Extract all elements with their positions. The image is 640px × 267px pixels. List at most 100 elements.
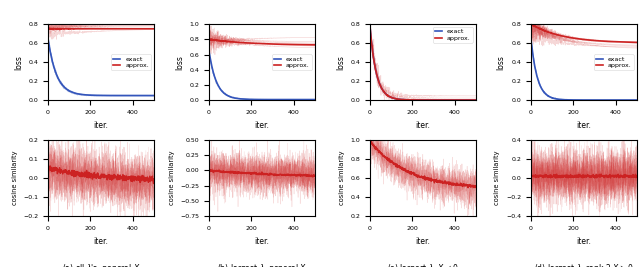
Legend: exact, approx.: exact, approx. (433, 27, 473, 43)
Legend: exact, approx.: exact, approx. (594, 54, 634, 70)
Text: (b) largest $\lambda$, general $X$: (b) largest $\lambda$, general $X$ (217, 262, 307, 267)
exact (255, 98, 263, 101)
Y-axis label: cosine similarity: cosine similarity (495, 151, 500, 205)
approx. (590, 39, 598, 42)
Y-axis label: loss: loss (336, 55, 345, 70)
approx. (150, 27, 157, 30)
exact (588, 99, 596, 102)
Line: approx.: approx. (370, 26, 476, 100)
approx. (577, 38, 585, 41)
exact (470, 99, 477, 102)
approx. (256, 42, 264, 45)
approx. (584, 38, 592, 42)
Legend: exact, approx.: exact, approx. (272, 54, 312, 70)
approx. (630, 41, 638, 44)
approx. (108, 27, 115, 30)
X-axis label: iter.: iter. (577, 121, 591, 129)
X-axis label: iter.: iter. (415, 121, 430, 129)
approx. (614, 40, 621, 44)
Line: exact: exact (370, 26, 476, 100)
Line: approx.: approx. (531, 24, 637, 42)
exact (590, 99, 598, 102)
Text: (c) largest $\lambda$, $X \prec 0$: (c) largest $\lambda$, $X \prec 0$ (387, 262, 459, 267)
approx. (527, 22, 535, 26)
exact (429, 99, 437, 102)
exact (614, 99, 621, 102)
approx. (292, 43, 300, 46)
exact (472, 99, 479, 102)
exact (577, 99, 585, 102)
X-axis label: iter.: iter. (577, 237, 591, 246)
Line: approx.: approx. (48, 28, 154, 29)
exact (102, 94, 109, 97)
Line: approx.: approx. (209, 39, 315, 45)
approx. (131, 27, 139, 30)
approx. (208, 38, 216, 41)
approx. (633, 41, 640, 44)
Y-axis label: cosine similarity: cosine similarity (169, 151, 175, 205)
exact (205, 49, 213, 53)
Y-axis label: loss: loss (14, 55, 23, 70)
approx. (262, 42, 270, 45)
approx. (424, 99, 431, 102)
X-axis label: iter.: iter. (255, 237, 269, 246)
exact (417, 99, 424, 102)
exact (95, 94, 102, 97)
exact (432, 99, 440, 102)
X-axis label: iter.: iter. (255, 121, 269, 129)
exact (292, 98, 300, 101)
approx. (421, 99, 429, 102)
approx. (95, 27, 103, 30)
exact (424, 99, 431, 102)
exact (148, 94, 156, 97)
Line: exact: exact (531, 39, 637, 100)
Y-axis label: loss: loss (175, 55, 184, 70)
exact (417, 99, 425, 102)
approx. (45, 27, 53, 30)
X-axis label: iter.: iter. (415, 237, 430, 246)
approx. (102, 27, 109, 30)
approx. (148, 27, 156, 30)
exact (366, 24, 374, 28)
approx. (95, 27, 102, 30)
approx. (417, 99, 425, 102)
exact (578, 99, 586, 102)
X-axis label: iter.: iter. (93, 121, 108, 129)
X-axis label: iter.: iter. (93, 237, 108, 246)
approx. (205, 38, 213, 41)
approx. (255, 42, 263, 45)
approx. (50, 28, 58, 31)
Y-axis label: cosine similarity: cosine similarity (339, 151, 345, 205)
exact (527, 37, 535, 40)
exact (150, 94, 157, 97)
Y-axis label: loss: loss (497, 55, 506, 70)
exact (256, 98, 264, 101)
exact (107, 94, 115, 97)
approx. (44, 27, 52, 30)
Y-axis label: cosine similarity: cosine similarity (12, 151, 17, 205)
exact (311, 98, 319, 101)
approx. (453, 99, 461, 102)
exact (95, 94, 103, 97)
exact (584, 99, 592, 102)
Line: exact: exact (209, 51, 315, 100)
Line: exact: exact (48, 38, 154, 96)
exact (280, 98, 287, 101)
exact (308, 98, 316, 101)
Text: (a) all $\lambda$'s, general $X$: (a) all $\lambda$'s, general $X$ (61, 262, 140, 267)
approx. (429, 99, 437, 102)
exact (268, 98, 276, 101)
approx. (308, 43, 316, 46)
approx. (268, 42, 276, 46)
approx. (470, 99, 477, 102)
approx. (578, 38, 586, 41)
Legend: exact, approx.: exact, approx. (111, 54, 151, 70)
exact (453, 99, 461, 102)
exact (131, 94, 139, 97)
exact (630, 99, 638, 102)
exact (44, 37, 52, 40)
exact (262, 98, 270, 101)
approx. (527, 22, 535, 26)
approx. (472, 99, 479, 102)
approx. (417, 99, 424, 102)
